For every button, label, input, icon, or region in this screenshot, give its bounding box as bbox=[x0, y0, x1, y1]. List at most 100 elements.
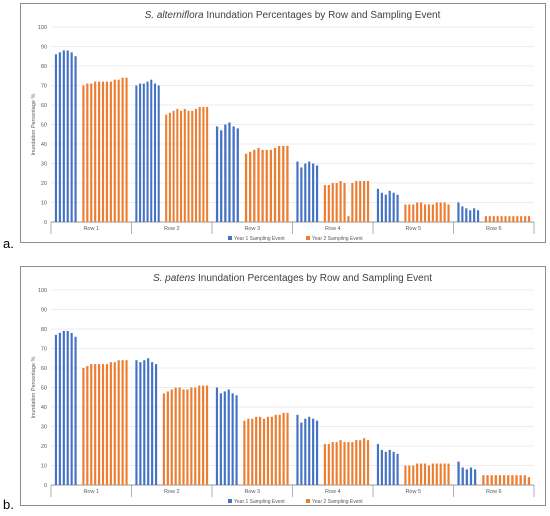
bar-year1 bbox=[135, 360, 138, 485]
bar-year2 bbox=[366, 181, 370, 222]
bar-year1 bbox=[215, 387, 219, 485]
category-label: Row 2 bbox=[164, 226, 180, 232]
bar-year2 bbox=[327, 444, 330, 485]
legend-swatch-year2 bbox=[306, 499, 310, 503]
bar-year2 bbox=[101, 81, 105, 222]
bar-year2 bbox=[259, 416, 262, 485]
bar-year2 bbox=[520, 216, 523, 222]
y-tick-label: 80 bbox=[41, 327, 47, 333]
bar-year2 bbox=[427, 204, 431, 222]
bar-year1 bbox=[380, 449, 383, 485]
y-tick-label: 60 bbox=[41, 366, 47, 372]
y-tick-label: 10 bbox=[41, 464, 47, 470]
bar-year2 bbox=[269, 149, 273, 222]
bar-year2 bbox=[86, 366, 89, 485]
bar-year2 bbox=[323, 444, 326, 485]
bar-year2 bbox=[170, 389, 173, 485]
bar-year1 bbox=[54, 54, 58, 222]
bar-year1 bbox=[396, 194, 399, 222]
legend-label-year1: Year 1 Sampling Event bbox=[234, 236, 285, 242]
bar-year2 bbox=[343, 183, 346, 222]
legend-swatch-year2 bbox=[306, 236, 310, 240]
bar-year2 bbox=[420, 463, 423, 485]
bar-year2 bbox=[190, 387, 193, 485]
bar-year2 bbox=[125, 77, 128, 222]
bar-year1 bbox=[376, 188, 380, 222]
bar-year2 bbox=[206, 106, 209, 222]
bar-year1 bbox=[461, 206, 464, 222]
bar-year1 bbox=[469, 210, 472, 222]
bar-year2 bbox=[404, 465, 407, 485]
bar-year2 bbox=[331, 442, 334, 485]
bar-year1 bbox=[312, 418, 315, 485]
bar-year2 bbox=[343, 442, 346, 485]
bar-year1 bbox=[465, 469, 468, 485]
bar-year2 bbox=[443, 202, 446, 222]
bar-year2 bbox=[82, 368, 85, 485]
bar-year1 bbox=[143, 360, 146, 485]
bar-year1 bbox=[220, 130, 223, 222]
bar-year2 bbox=[261, 149, 264, 222]
bar-year2 bbox=[416, 202, 419, 222]
bar-year2 bbox=[244, 153, 248, 222]
bar-chart-b: S. patens Inundation Percentages by Row … bbox=[31, 273, 535, 505]
bar-year2 bbox=[439, 463, 442, 485]
bar-year2 bbox=[431, 204, 434, 222]
bar-year2 bbox=[178, 387, 181, 485]
bar-year1 bbox=[304, 418, 307, 485]
chart-panel-b: S. patens Inundation Percentages by Row … bbox=[20, 266, 546, 506]
bar-year2 bbox=[507, 475, 510, 485]
bar-year1 bbox=[228, 122, 231, 222]
bar-year2 bbox=[125, 360, 128, 485]
bar-year2 bbox=[431, 463, 434, 485]
bar-year2 bbox=[253, 149, 256, 222]
bar-year2 bbox=[198, 106, 201, 222]
category-label: Row 5 bbox=[405, 489, 421, 495]
bar-year2 bbox=[282, 145, 285, 222]
bar-year2 bbox=[205, 385, 209, 485]
bar-year1 bbox=[396, 453, 399, 485]
bar-year1 bbox=[154, 364, 158, 485]
bar-year1 bbox=[457, 461, 460, 485]
bar-year2 bbox=[504, 216, 507, 222]
bar-year2 bbox=[323, 184, 326, 222]
bar-year2 bbox=[524, 216, 527, 222]
bar-year2 bbox=[278, 145, 281, 222]
bar-year1 bbox=[66, 330, 69, 485]
bar-year1 bbox=[223, 391, 226, 485]
bar-year1 bbox=[380, 192, 383, 222]
y-tick-label: 0 bbox=[44, 483, 47, 489]
bar-year1 bbox=[304, 163, 307, 222]
bar-year2 bbox=[105, 81, 109, 222]
bar-year1 bbox=[300, 422, 303, 485]
bar-year2 bbox=[490, 475, 493, 485]
bar-year1 bbox=[312, 163, 315, 222]
bar-year2 bbox=[174, 387, 177, 485]
chart-title-species: S. patens bbox=[153, 273, 195, 284]
bar-year1 bbox=[139, 362, 142, 485]
category-label: Row 2 bbox=[164, 489, 180, 495]
bar-year1 bbox=[58, 52, 61, 222]
y-axis-label: Inundation Percentage % bbox=[31, 94, 37, 156]
bar-year1 bbox=[70, 332, 73, 485]
legend-swatch-year1 bbox=[228, 236, 232, 240]
y-tick-label: 90 bbox=[41, 308, 47, 314]
bar-year1 bbox=[215, 126, 219, 222]
bar-year2 bbox=[502, 475, 506, 485]
category-label: Row 1 bbox=[83, 489, 99, 495]
bar-year2 bbox=[351, 442, 354, 485]
chart-title: S. alterniflora Inundation Percentages b… bbox=[145, 10, 441, 21]
bar-year2 bbox=[117, 79, 120, 223]
bar-year2 bbox=[484, 216, 487, 222]
bar-year2 bbox=[498, 475, 502, 485]
panel-label-b: b. bbox=[3, 497, 14, 512]
y-tick-label: 20 bbox=[41, 444, 47, 450]
bar-year2 bbox=[486, 475, 489, 485]
bar-year2 bbox=[435, 463, 438, 485]
bar-year2 bbox=[416, 463, 419, 485]
bar-year1 bbox=[392, 192, 395, 222]
bar-year2 bbox=[86, 83, 89, 222]
bar-year1 bbox=[476, 210, 480, 222]
bar-year1 bbox=[135, 85, 138, 222]
y-axis-label: Inundation Percentage % bbox=[31, 357, 37, 419]
